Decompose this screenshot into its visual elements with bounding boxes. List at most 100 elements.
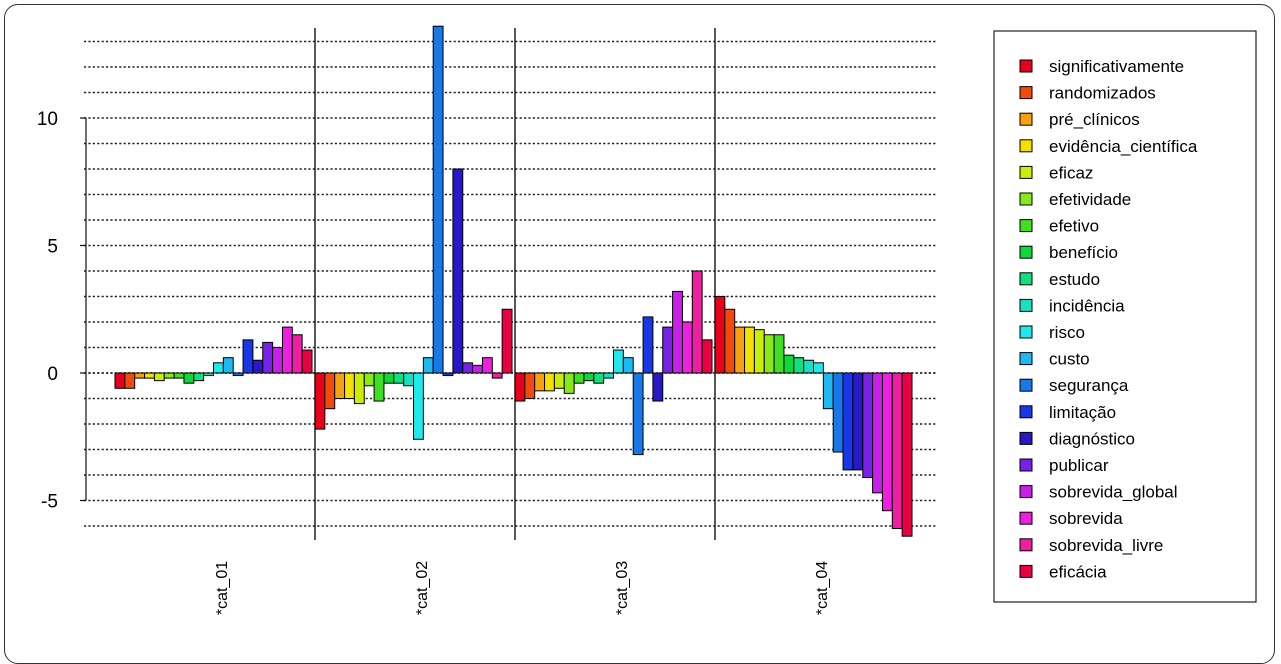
y-tick-label: 0: [47, 364, 58, 385]
legend-label: diagnóstico: [1049, 429, 1135, 448]
legend-label: evidência_científica: [1049, 137, 1198, 156]
bar: [153, 372, 165, 382]
bar: [534, 372, 546, 392]
bar: [701, 339, 713, 374]
bar: [452, 168, 464, 374]
bar: [393, 372, 405, 384]
bar: [491, 372, 503, 379]
legend-swatch: [1019, 192, 1033, 206]
bar: [642, 316, 654, 374]
legend-label: efetivo: [1049, 217, 1099, 236]
bar: [872, 372, 883, 494]
bar: [714, 296, 726, 374]
bar: [291, 334, 303, 374]
bar: [901, 372, 913, 537]
legend-swatch: [1019, 325, 1033, 339]
bar: [852, 372, 864, 471]
y-tick-label: 5: [47, 237, 58, 258]
legend-label: segurança: [1049, 376, 1129, 395]
bar: [681, 321, 693, 374]
bar: [373, 372, 385, 402]
legend-swatch: [1019, 139, 1033, 153]
legend-label: incidência: [1049, 296, 1125, 315]
bar: [691, 270, 703, 374]
bar: [724, 308, 736, 374]
legend-swatch: [1019, 485, 1033, 499]
bar: [252, 359, 264, 374]
legend-label: eficácia: [1049, 562, 1107, 581]
legend-label: estudo: [1049, 270, 1100, 289]
legend-label: randomizados: [1049, 84, 1156, 103]
bar: [783, 354, 795, 374]
bar: [891, 372, 903, 530]
legend-swatch: [1019, 59, 1033, 73]
bar: [652, 372, 664, 402]
bar: [862, 372, 874, 479]
legend-label: pré_clínicos: [1049, 110, 1140, 129]
bar-chart: -5 0 5 10 *cat_01 *cat_02 *cat_03 *cat_04 signif…: [37, 25, 1257, 615]
bar: [744, 326, 755, 374]
legend-label: publicar: [1049, 456, 1109, 475]
bar: [583, 372, 595, 382]
bar: [242, 339, 254, 374]
legend-label: eficaz: [1049, 163, 1093, 182]
bar: [593, 372, 605, 384]
bar: [501, 308, 513, 374]
category-label: *cat_03: [614, 561, 631, 615]
bar: [462, 362, 474, 374]
bar: [413, 372, 424, 440]
bar: [383, 372, 395, 384]
y-tick-label: 10: [37, 109, 58, 130]
legend-label: custo: [1049, 350, 1090, 369]
legend-swatch: [1019, 298, 1033, 312]
legend-label: benefício: [1049, 243, 1118, 262]
legend-swatch: [1019, 245, 1033, 259]
legend-swatch: [1019, 405, 1033, 419]
bar: [622, 357, 634, 374]
bar: [662, 326, 674, 374]
legend-label: significativamente: [1049, 57, 1184, 76]
legend-swatch: [1019, 272, 1033, 286]
legend-label: efetividade: [1049, 190, 1131, 209]
bar: [881, 372, 893, 512]
bar: [563, 372, 575, 394]
bar: [753, 329, 765, 374]
bar: [262, 341, 274, 374]
bar: [472, 364, 483, 374]
legend-label: limitação: [1049, 403, 1116, 422]
legend-label: sobrevida_global: [1049, 483, 1178, 502]
bar: [193, 372, 205, 382]
bar: [822, 372, 834, 410]
bar: [793, 357, 805, 374]
legend-swatch: [1019, 112, 1033, 126]
bar: [281, 326, 293, 374]
bar: [514, 372, 526, 402]
bar: [432, 25, 444, 374]
category-label: *cat_04: [814, 561, 831, 615]
legend-swatch: [1019, 458, 1033, 472]
bar: [813, 362, 824, 374]
legend-swatch: [1019, 378, 1033, 392]
legend-swatch: [1019, 538, 1033, 552]
bar: [632, 372, 644, 456]
legend-swatch: [1019, 86, 1033, 100]
bar: [524, 372, 536, 399]
legend-label: risco: [1049, 323, 1085, 342]
bar: [842, 372, 854, 471]
bar: [314, 372, 326, 430]
bar: [213, 362, 224, 374]
legend-swatch: [1019, 165, 1033, 179]
category-label: *cat_02: [414, 561, 431, 615]
bar: [301, 349, 313, 374]
legend-swatch: [1019, 219, 1033, 233]
bar: [363, 372, 375, 387]
bar: [272, 347, 283, 374]
bar: [344, 372, 355, 399]
legend-swatch: [1019, 511, 1033, 525]
bar: [442, 372, 454, 377]
bar: [124, 372, 136, 389]
legend-box: [993, 30, 1257, 603]
bar: [672, 290, 683, 374]
legend-swatch: [1019, 564, 1033, 578]
y-tick-label: -5: [41, 492, 58, 513]
